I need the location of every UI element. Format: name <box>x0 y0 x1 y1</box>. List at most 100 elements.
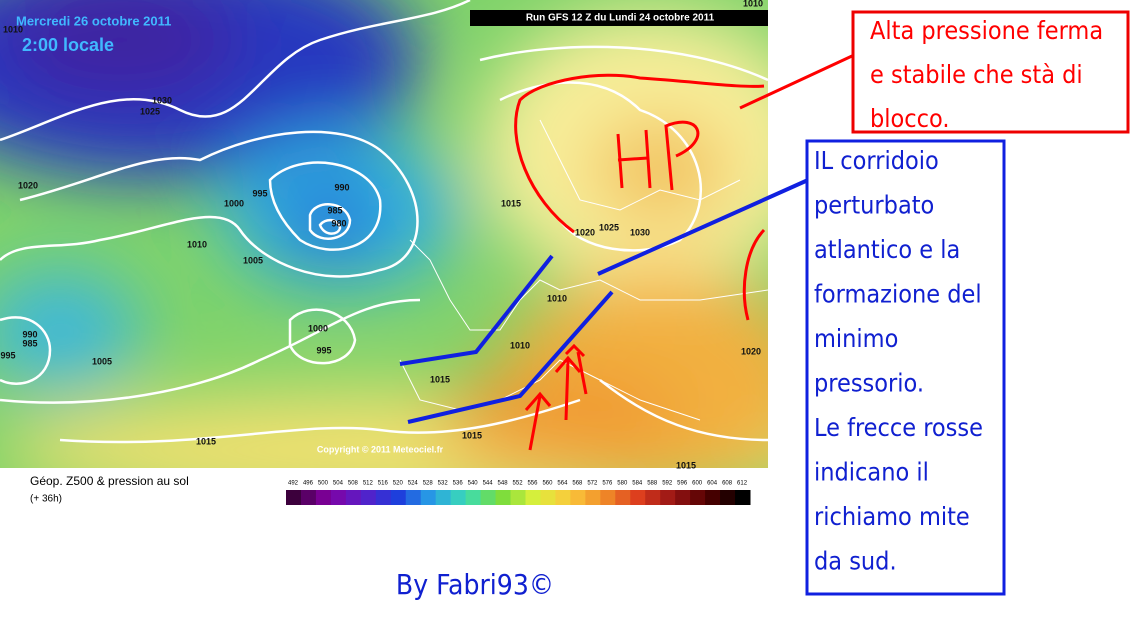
isobar-label: 1030 <box>152 95 172 105</box>
colorbar-label: 564 <box>557 481 568 487</box>
colorbar-label: 556 <box>527 481 538 487</box>
colorbar-label: 500 <box>318 481 329 487</box>
red-note-line: e stabile che stà di <box>870 60 1083 89</box>
colorbar-swatch <box>375 490 392 505</box>
isobar-label: 990 <box>334 182 349 192</box>
colorbar-label: 560 <box>542 481 553 487</box>
blue-note-line: indicano il <box>814 458 929 487</box>
colorbar-label: 520 <box>393 481 404 487</box>
colorbar-swatch <box>480 490 497 505</box>
isobar-label: 1015 <box>430 374 450 384</box>
red-drawings <box>514 54 853 451</box>
colorbar-swatch <box>286 490 302 505</box>
isobar-label: 985 <box>327 205 342 215</box>
colorbar: 492 496 500 504 508 512 516 520 524 528 532 536 540 5… <box>286 481 751 505</box>
blue-box <box>805 139 1006 596</box>
isobar-label: 1000 <box>224 198 244 208</box>
isobar-label: 1025 <box>140 106 160 116</box>
colorbar-swatch <box>705 490 721 505</box>
colorbar-swatch <box>390 490 407 505</box>
isobar-label: 1020 <box>18 180 38 190</box>
colorbar-label: 612 <box>737 481 748 487</box>
colorbar-swatch <box>675 490 691 505</box>
isobar-label: 1010 <box>743 0 763 8</box>
colorbar-label: 536 <box>453 481 464 487</box>
colorbar-swatch <box>510 490 526 505</box>
colorbar-label: 496 <box>303 481 314 487</box>
colorbar-swatch <box>690 490 706 505</box>
colorbar-swatch <box>495 490 512 505</box>
copyright: Copyright © 2011 Meteociel.fr <box>317 444 444 454</box>
map-time: 2:00 locale <box>22 35 114 55</box>
colorbar-label: 592 <box>662 481 673 487</box>
legend-title: Géop. Z500 & pression au sol <box>30 474 189 488</box>
colorbar-label: 532 <box>438 481 449 487</box>
isobar-label: 1015 <box>501 198 521 208</box>
blue-lines <box>399 178 809 424</box>
colorbar-label: 596 <box>677 481 688 487</box>
colorbar-swatch <box>570 490 586 505</box>
isobar-label: 1000 <box>308 323 328 333</box>
colorbar-swatch <box>585 490 601 505</box>
isobar-label: 1010 <box>3 24 23 34</box>
colorbar-swatch <box>720 490 736 505</box>
colorbar-label: 588 <box>647 481 658 487</box>
colorbar-label: 568 <box>572 481 583 487</box>
colorbar-label: 604 <box>707 481 718 487</box>
colorbar-swatch <box>645 490 661 505</box>
colorbar-swatch <box>450 490 467 505</box>
colorbar-swatch <box>630 490 646 505</box>
colorbar-label: 540 <box>468 481 479 487</box>
red-box <box>851 10 1130 134</box>
colorbar-label: 552 <box>513 481 524 487</box>
isobar-label: 1025 <box>599 222 619 232</box>
blue-note-line: pressorio. <box>814 369 924 398</box>
isobar-label: 1015 <box>196 436 216 446</box>
isobar-label: 1015 <box>676 460 696 470</box>
isobar-label: 995 <box>0 350 15 360</box>
colorbar-swatch <box>465 490 482 505</box>
colorbar-swatch <box>660 490 676 505</box>
blue-note-line: formazione del <box>814 280 982 309</box>
isobar-label: 1005 <box>92 356 112 366</box>
blue-note-line: atlantico e la <box>814 235 960 264</box>
colorbar-label: 508 <box>348 481 359 487</box>
colorbar-swatch <box>420 490 437 505</box>
weather-map <box>0 0 768 468</box>
colorbar-label: 492 <box>288 481 299 487</box>
red-box-text: Alta pressione ferma e stabile che stà di… <box>870 16 1103 133</box>
isobar-label: 1010 <box>187 239 207 249</box>
blue-note-line: IL corridoio <box>814 146 939 175</box>
red-note-line: blocco. <box>870 104 949 133</box>
isobar-label: 995 <box>316 345 331 355</box>
isobar-label: 990 <box>22 329 37 339</box>
run-title: Run GFS 12 Z du Lundi 24 octobre 2011 <box>526 13 715 24</box>
colorbar-swatch <box>405 490 422 505</box>
coastlines <box>399 119 768 421</box>
isobar-lines <box>0 0 768 444</box>
colorbar-label: 548 <box>498 481 509 487</box>
colorbar-swatch <box>540 490 556 505</box>
map-date: Mercredi 26 octobre 2011 <box>16 13 171 28</box>
legend-subtitle: (+ 36h) <box>30 494 62 505</box>
isobar-label: 1010 <box>547 293 567 303</box>
blue-note-line: Le frecce rosse <box>814 413 983 442</box>
colorbar-label: 512 <box>363 481 374 487</box>
colorbar-swatch <box>330 490 347 505</box>
colorbar-label: 516 <box>378 481 389 487</box>
colorbar-label: 608 <box>722 481 733 487</box>
blue-note-line: richiamo mite <box>814 502 970 531</box>
isobar-label: 985 <box>22 338 37 348</box>
colorbar-label: 524 <box>408 481 419 487</box>
signature: By Fabri93© <box>396 568 554 601</box>
colorbar-swatch <box>300 490 317 505</box>
colorbar-swatch <box>360 490 377 505</box>
colorbar-label: 580 <box>617 481 628 487</box>
isobar-label: 1015 <box>462 430 482 440</box>
red-note-line: Alta pressione ferma <box>870 16 1103 45</box>
isobar-label: 995 <box>252 188 267 198</box>
isobar-label: 1030 <box>630 227 650 237</box>
colorbar-label: 572 <box>587 481 598 487</box>
